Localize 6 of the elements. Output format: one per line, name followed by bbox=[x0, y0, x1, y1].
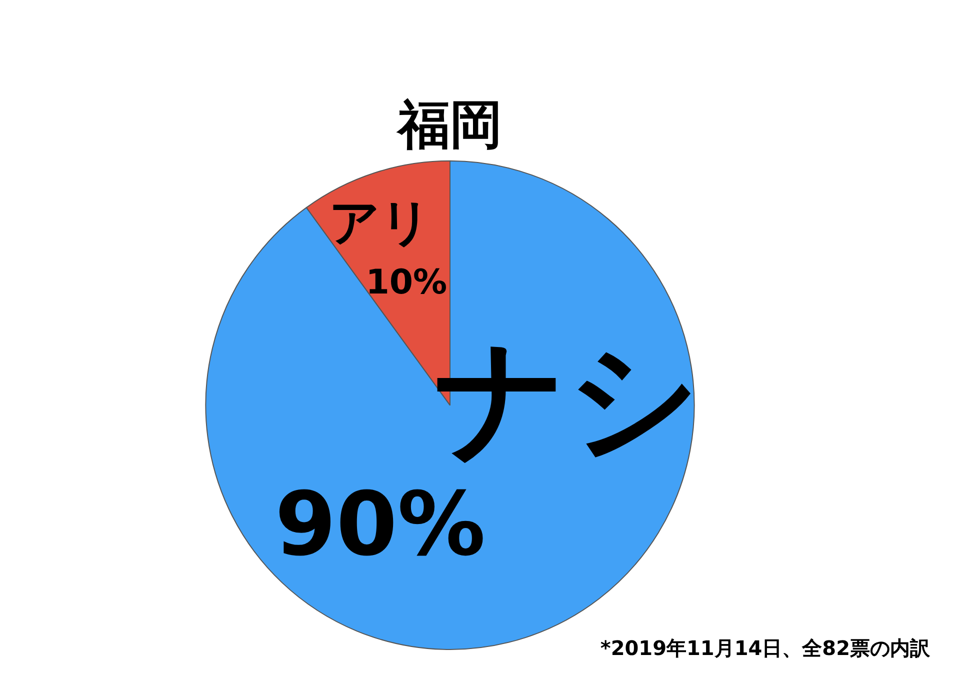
data-label: 90% bbox=[274, 472, 486, 576]
slice-label: アリ bbox=[329, 193, 432, 252]
text: *2019年11月14日、全82票の内訳 bbox=[600, 636, 931, 660]
slice-label: ナシ bbox=[434, 322, 701, 474]
data-label: 10% bbox=[366, 262, 448, 303]
chart-title: 福岡 bbox=[396, 96, 502, 156]
